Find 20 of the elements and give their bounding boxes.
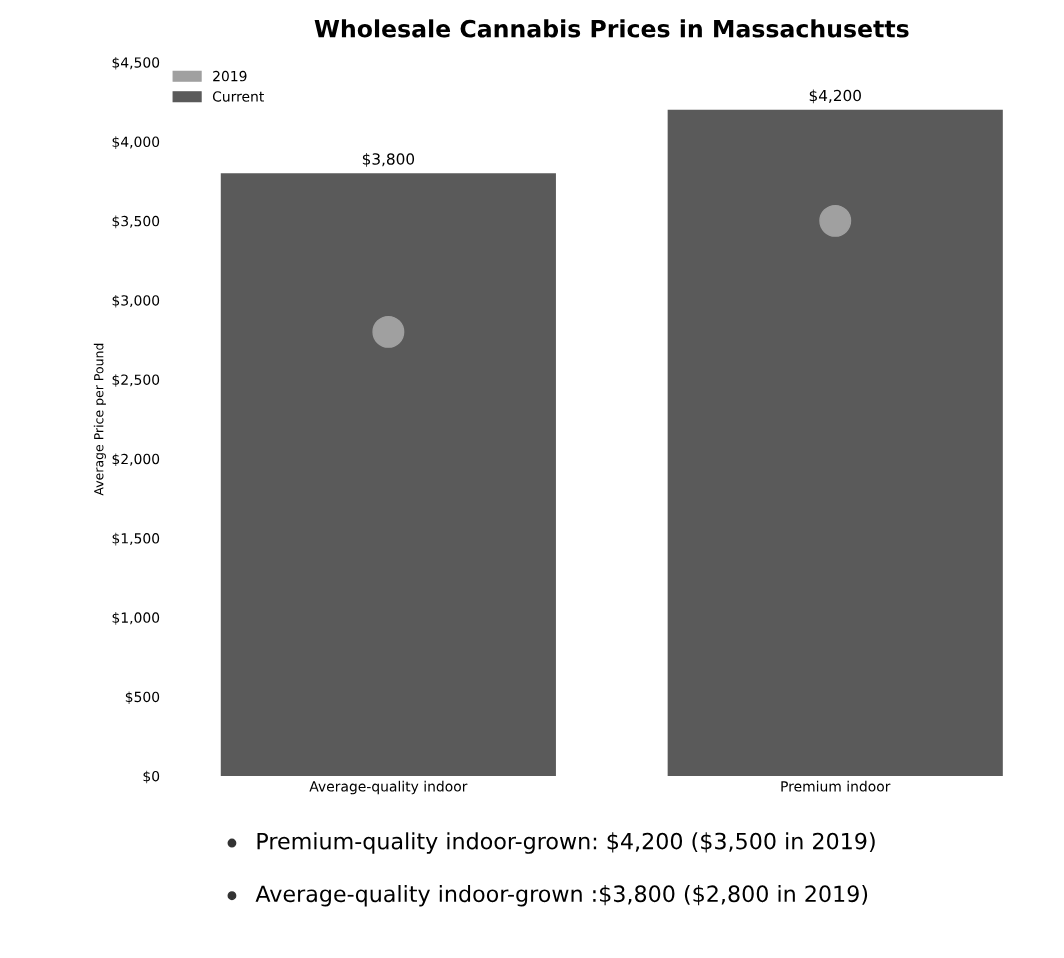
y-tick-label: $3,000 — [112, 294, 160, 308]
y-tick-label: $1,000 — [112, 612, 160, 625]
x-tick-label: Average-quality indoor — [309, 780, 468, 795]
y-tick-label: $4,000 — [112, 136, 160, 149]
y-tick-label: $3,500 — [112, 215, 160, 229]
text: Average-quality indoor-grown :$3,800 ($2,800 in 2019) — [255, 884, 868, 907]
y-tick-label: $2,000 — [112, 453, 160, 467]
y-tick-label: $1,500 — [112, 532, 160, 546]
y-tick-label: $0 — [143, 770, 160, 784]
y-tick-label: $4,500 — [112, 56, 160, 70]
data-label: $4,200 — [809, 89, 861, 104]
data-label: $3,800 — [362, 152, 415, 167]
chart-title: Wholesale Cannabis Prices in Massachusetts — [314, 19, 909, 38]
legend-label: Current — [212, 91, 264, 102]
text: Premium-quality indoor-grown: $4,200 ($3,500 in 2019) — [257, 832, 875, 854]
y-axis-title: Average Price per Pound — [93, 343, 106, 496]
x-tick-label: Premium indoor — [781, 780, 891, 792]
y-tick-label: $500 — [125, 691, 160, 704]
y-tick-label: $2,500 — [112, 374, 160, 387]
legend-label: 2019 — [213, 70, 247, 82]
